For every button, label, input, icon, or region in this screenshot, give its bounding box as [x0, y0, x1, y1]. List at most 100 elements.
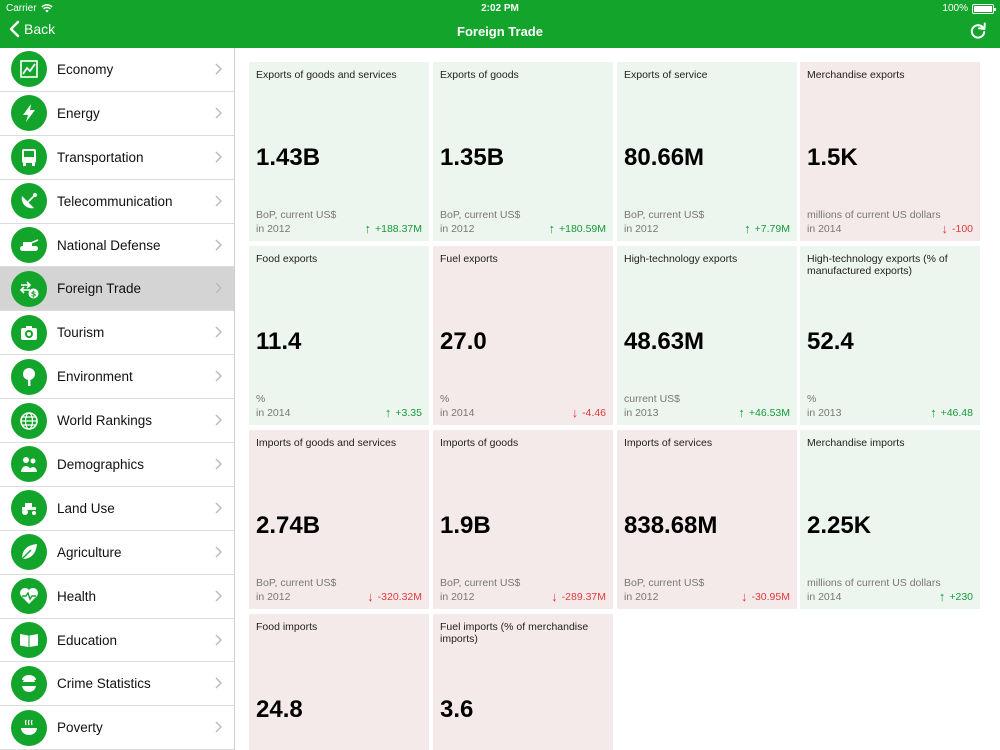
card-title: High-technology exports	[624, 253, 738, 265]
arrow-up-icon: ↑	[738, 405, 745, 420]
arrow-up-icon: ↑	[930, 405, 937, 420]
card-delta: ↑ +230	[938, 589, 973, 604]
chevron-right-icon	[215, 414, 222, 426]
sidebar-item-health[interactable]: Health	[0, 575, 234, 619]
card-year: in 2014	[807, 591, 842, 603]
chevron-right-icon	[215, 370, 222, 382]
sidebar-item-education[interactable]: Education	[0, 619, 234, 663]
indicator-card[interactable]: Merchandise exports 1.5K millions of cur…	[800, 62, 980, 241]
sidebar-item-label: Energy	[57, 105, 100, 121]
indicator-card[interactable]: Exports of goods and services 1.43B BoP,…	[249, 62, 429, 241]
back-button[interactable]: Back	[8, 20, 55, 38]
battery-percent: 100%	[942, 3, 968, 14]
sidebar-item-label: Agriculture	[57, 544, 122, 560]
card-delta: ↑ +46.48	[930, 405, 973, 420]
tractor-icon	[11, 490, 47, 527]
indicator-card[interactable]: Food imports 24.8	[249, 614, 429, 750]
card-value: 80.66M	[624, 144, 705, 171]
chevron-right-icon	[215, 677, 222, 689]
card-title: Merchandise exports	[807, 69, 905, 81]
sidebar-item-demographics[interactable]: Demographics	[0, 443, 234, 487]
status-left: Carrier	[6, 3, 53, 14]
card-delta: ↑ +188.37M	[365, 222, 423, 235]
sidebar-item-environment[interactable]: Environment	[0, 355, 234, 400]
chevron-right-icon	[215, 502, 222, 514]
arrow-up-icon: ↑	[938, 589, 946, 604]
indicator-card[interactable]: Exports of goods 1.35B BoP, current US$ …	[433, 62, 613, 241]
sidebar-item-transportation[interactable]: Transportation	[0, 136, 234, 180]
sidebar-item-label: Demographics	[57, 456, 145, 472]
chevron-right-icon	[215, 590, 222, 602]
chevron-right-icon	[215, 326, 222, 338]
sidebar-item-label: Transportation	[57, 149, 144, 165]
card-value: 24.8	[256, 696, 303, 723]
svg-text:$: $	[31, 289, 37, 298]
card-delta: ↑ +180.59M	[548, 221, 607, 236]
sidebar-item-agriculture[interactable]: Agriculture	[0, 531, 234, 575]
refresh-icon[interactable]	[968, 21, 988, 41]
indicator-card[interactable]: Imports of goods and services 2.74B BoP,…	[249, 430, 429, 609]
card-title: Fuel exports	[440, 253, 498, 265]
card-delta: ↑ +46.53M	[738, 405, 790, 420]
card-title: High-technology exports (% of manufactur…	[807, 253, 948, 277]
sidebar-item-tourism[interactable]: Tourism	[0, 311, 234, 356]
wifi-icon	[40, 4, 53, 13]
chevron-left-icon	[9, 20, 20, 38]
card-delta: ↓ -320.32M	[367, 590, 422, 603]
indicator-card[interactable]: Exports of service 80.66M BoP, current U…	[617, 62, 797, 241]
card-unit: BoP, current US$	[624, 209, 705, 221]
chevron-right-icon	[215, 107, 222, 119]
sidebar-item-telecommunication[interactable]: Telecommunication	[0, 180, 234, 224]
status-time: 2:02 PM	[481, 3, 519, 14]
globe-icon	[11, 402, 47, 439]
sidebar-item-land-use[interactable]: Land Use	[0, 487, 234, 531]
card-delta-value: -4.46	[582, 407, 606, 419]
card-value: 2.74B	[256, 512, 321, 539]
card-value: 838.68M	[624, 512, 718, 539]
chevron-right-icon	[215, 151, 222, 163]
navigation-bar: Back Foreign Trade	[0, 17, 1000, 47]
arrow-up-icon: ↑	[384, 405, 392, 420]
card-year: in 2012	[440, 591, 475, 603]
indicator-card[interactable]: Imports of goods 1.9B BoP, current US$ i…	[433, 430, 613, 609]
arrow-up-icon: ↑	[548, 221, 556, 236]
card-delta-value: +188.37M	[375, 223, 422, 235]
indicator-card[interactable]: Imports of services 838.68M BoP, current…	[617, 430, 797, 609]
indicator-card[interactable]: Food exports 11.4 % in 2014 ↑ +3.35	[249, 246, 429, 425]
card-value: 1.9B	[440, 512, 491, 539]
sidebar-item-national-defense[interactable]: National Defense	[0, 224, 234, 268]
card-value: 11.4	[256, 328, 302, 355]
card-year: in 2013	[624, 407, 659, 419]
leaf-icon	[11, 534, 47, 571]
sidebar-item-world-rankings[interactable]: World Rankings	[0, 399, 234, 444]
top-bar: Carrier 2:02 PM 100% Back Foreign Trade	[0, 0, 1000, 48]
indicator-card[interactable]: High-technology exports (% of manufactur…	[800, 246, 980, 425]
indicator-card[interactable]: Merchandise imports 2.25K millions of cu…	[800, 430, 980, 609]
card-delta: ↓ -100	[941, 222, 973, 235]
sidebar-item-poverty[interactable]: Poverty	[0, 706, 234, 750]
card-unit: current US$	[624, 393, 681, 405]
tank-icon	[11, 227, 47, 263]
sidebar-item-energy[interactable]: Energy	[0, 92, 234, 136]
sidebar-item-crime-statistics[interactable]: Crime Statistics	[0, 662, 234, 707]
card-delta-value: -289.37M	[561, 591, 606, 603]
card-unit: BoP, current US$	[440, 577, 521, 589]
card-value: 1.43B	[256, 144, 321, 171]
indicator-card[interactable]: Fuel imports (% of merchandise imports) …	[433, 614, 613, 750]
card-unit: %	[440, 393, 450, 405]
sidebar-item-label: World Rankings	[57, 413, 153, 429]
tree-icon	[11, 358, 47, 395]
indicator-card[interactable]: High-technology exports 48.63M current U…	[617, 246, 797, 425]
card-title: Food exports	[256, 253, 318, 265]
arrow-up-icon: ↑	[744, 221, 751, 236]
chevron-right-icon	[215, 63, 222, 75]
sidebar-item-foreign-trade[interactable]: $ Foreign Trade	[0, 267, 234, 312]
card-value: 48.63M	[624, 328, 705, 355]
card-delta: ↑ +3.35	[384, 405, 422, 420]
card-title: Exports of goods	[440, 69, 519, 81]
sidebar-item-label: Land Use	[57, 500, 115, 516]
sidebar-item-economy[interactable]: Economy	[0, 48, 234, 92]
chevron-right-icon	[215, 195, 222, 207]
indicator-card[interactable]: Fuel exports 27.0 % in 2014 ↓ -4.46	[433, 246, 613, 425]
sidebar-item-label: Tourism	[57, 325, 105, 341]
